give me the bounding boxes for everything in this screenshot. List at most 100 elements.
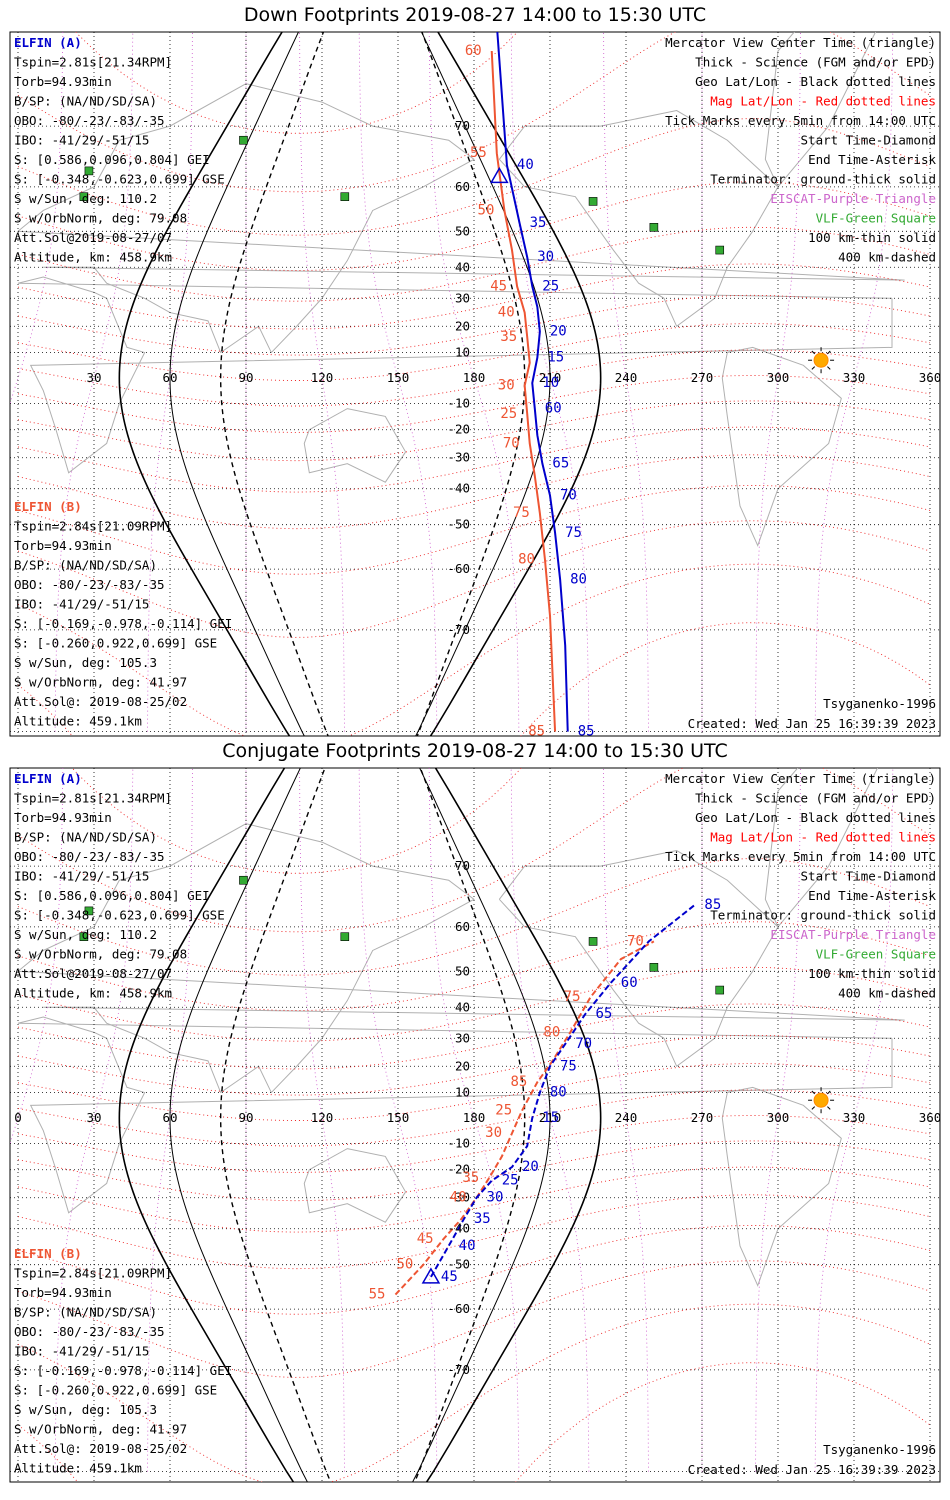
elfin-a-name: ELFIN (A) [14, 771, 82, 786]
lat-tick-label: 30 [455, 290, 470, 305]
mag-parallel [17, 858, 931, 976]
track-time-label: 25 [542, 278, 559, 294]
track-time-label: 25 [502, 1173, 519, 1189]
elfin-b-info-line: IBO: -41/29/-51/15 [14, 597, 149, 612]
elfin-b-info-line: Tspin=2.84s[21.09RPM] [14, 519, 172, 534]
elfin-b-track [490, 50, 557, 732]
terminator-ground [429, 32, 602, 736]
map-layer [10, 768, 940, 1482]
mag-parallel [17, 485, 931, 575]
track-time-label: 40 [459, 1238, 476, 1254]
mag-meridian [54, 32, 134, 732]
legend-line: Tick Marks every 5min from 14:00 UTC [665, 113, 936, 128]
map-plot-down: 30 60 90 120 150 180 210 240 270 300 330 360 70 60 50 4… [9, 30, 942, 740]
lat-tick-label: 70 [455, 858, 470, 873]
legend-line: EISCAT-Purple Triangle [770, 927, 936, 942]
track-time-label: 35 [530, 215, 547, 231]
mag-meridian [358, 32, 438, 732]
lon-tick-label: 180 [463, 370, 486, 385]
mag-meridian [147, 32, 193, 732]
mag-parallel [17, 323, 931, 381]
legend-line: Start Time-Diamond [801, 133, 936, 148]
vlf-square [649, 963, 659, 972]
vlf-square [649, 223, 659, 232]
track-time-label: 60 [621, 975, 638, 991]
lon-tick-label: 210 [539, 370, 562, 385]
elfin-a-info-line: Att.Sol@2019-08-27/07 [14, 230, 172, 245]
mag-meridian [147, 768, 193, 1472]
vlf-square [340, 192, 350, 201]
track-time-label: 80 [543, 1024, 560, 1040]
elfin-a-info-line: Altitude, km: 458.9km [14, 250, 172, 265]
legend-line: 400 km-dashed [838, 986, 936, 1001]
legend-line: 100 km-thin solid [808, 966, 936, 981]
mag-parallel [17, 520, 931, 638]
elfin-a-info-line: S w/Sun, deg: 110.2 [14, 191, 157, 206]
lon-tick-label: 90 [238, 370, 253, 385]
lon-tick-label: 330 [843, 1110, 866, 1125]
coastline [764, 768, 879, 928]
panel-title: Down Footprints 2019-08-27 14:00 to 15:3… [243, 4, 707, 26]
lat-tick-label: 30 [455, 1030, 470, 1045]
legend-line: VLF-Green Square [816, 947, 936, 962]
mag-parallel [17, 1194, 931, 1270]
terminator-ground [118, 32, 291, 736]
elfin-b-info-line: S: [-0.260,0.922,0.699] GSE [14, 636, 217, 651]
lon-tick-label: 120 [311, 1110, 334, 1125]
lon-tick-label: 300 [767, 370, 790, 385]
lat-tick-label: -60 [447, 1301, 470, 1316]
legend-line: Mag Lat/Lon - Red dotted lines [710, 94, 936, 109]
track-time-label: 20 [522, 1159, 539, 1175]
lat-tick-label: -20 [447, 1162, 470, 1177]
track-time-label: 70 [627, 933, 644, 949]
lon-tick-label: 60 [162, 370, 177, 385]
mag-parallel [17, 1260, 931, 1378]
elfin-b-info-line: Tspin=2.84s[21.09RPM] [14, 1266, 172, 1281]
track-time-label: 40 [498, 305, 515, 321]
track-time-label: 60 [465, 43, 482, 59]
created-label: Created: Wed Jan 25 16:39:39 2023 [688, 716, 936, 731]
elfin-b-info-line: S w/Sun, deg: 105.3 [14, 655, 157, 670]
terminator-400km [219, 768, 332, 1482]
mag-parallel [17, 226, 931, 302]
vlf-square [588, 937, 598, 946]
legend-line: Thick - Science (FGM and/or EPD) [695, 791, 936, 806]
track-time-label: 80 [518, 551, 535, 567]
mag-parallel [17, 1063, 931, 1121]
elfin-a-info-line: Torb=94.93min [14, 74, 112, 89]
lon-tick-label: 180 [463, 1110, 486, 1125]
track-time-label: 65 [595, 1006, 612, 1022]
lon-tick-label: 240 [615, 1110, 638, 1125]
terminator-100km [169, 768, 308, 1482]
mag-parallel [17, 1140, 931, 1202]
elfin-a-info-line: B/SP: (NA/ND/SD/SA) [14, 94, 157, 109]
legend-line: Terminator: ground-thick solid [710, 908, 936, 923]
track-time-label: 80 [550, 1085, 567, 1101]
lat-tick-label: -40 [447, 481, 470, 496]
elfin-b-info-line: S: [-0.169,-0.978,-0.114] GEI [14, 616, 232, 631]
sun-ray [811, 1106, 816, 1110]
mag-parallel [17, 921, 931, 1011]
lon-tick-label: 150 [387, 1110, 410, 1125]
coastline [764, 32, 877, 188]
track-time-label: 75 [564, 989, 581, 1005]
coastline [16, 823, 905, 1094]
sun-icon [813, 1092, 829, 1108]
track-time-label: 45 [441, 1269, 458, 1285]
legend-line: Geo Lat/Lon - Black dotted lines [695, 810, 936, 825]
mag-parallel [17, 294, 931, 356]
mag-parallel [17, 563, 931, 736]
track-time-label: 85 [510, 1074, 527, 1090]
track-time-label: 25 [500, 406, 517, 422]
terminator-100km [415, 32, 551, 736]
track-time-label: 35 [474, 1211, 491, 1227]
lon-tick-label: 360 [919, 370, 942, 385]
elfin-a-info-line: Att.Sol@2019-08-27/07 [14, 966, 172, 981]
legend-line: 400 km-dashed [838, 250, 936, 265]
vlf-square [715, 985, 725, 995]
lon-tick-label: 300 [767, 1110, 790, 1125]
lat-tick-label: -70 [447, 622, 470, 637]
track-time-label: 85 [528, 724, 545, 740]
coastline [498, 110, 779, 328]
track-time-label: 55 [470, 145, 487, 161]
